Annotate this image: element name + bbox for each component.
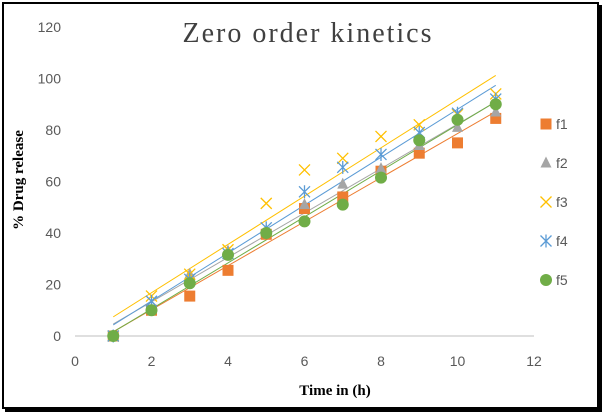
y-tick-label: 60 (45, 174, 61, 190)
point-f1 (490, 112, 502, 124)
point-f4 (375, 147, 387, 161)
point-f5 (222, 248, 234, 261)
point-f2 (299, 198, 310, 210)
point-f1 (222, 264, 234, 276)
point-f3 (336, 152, 349, 165)
x-tick-label: 2 (148, 353, 156, 369)
y-tick-label: 120 (38, 19, 62, 35)
point-f4 (336, 160, 349, 174)
y-tick-label: 0 (53, 328, 61, 344)
point-f5 (107, 330, 120, 342)
legend-label: f2 (556, 155, 568, 171)
point-f5 (298, 215, 311, 228)
x-axis-label: Time in (h) (299, 383, 370, 399)
point-f1 (337, 191, 349, 203)
x-tick-label: 0 (71, 353, 79, 369)
point-f3 (375, 130, 387, 143)
legend-label: f1 (556, 116, 568, 132)
point-f1 (184, 290, 196, 302)
legend-marker-f1 (540, 118, 552, 130)
y-tick-label: 20 (45, 277, 61, 293)
point-f2 (490, 105, 502, 117)
y-axis-label: % Drug release (11, 130, 27, 230)
legend-label: f5 (556, 272, 568, 288)
point-f3 (260, 197, 273, 210)
legend-label: f3 (556, 194, 568, 210)
point-f2 (375, 162, 387, 174)
legend-marker-f4 (540, 234, 552, 248)
x-tick-label: 8 (377, 353, 385, 369)
legend-marker-f5 (540, 274, 552, 286)
point-f5 (336, 198, 349, 211)
legend-marker-f2 (540, 156, 552, 168)
y-tick-label: 40 (45, 225, 61, 241)
point-f5 (145, 304, 158, 317)
x-tick-label: 6 (301, 353, 309, 369)
point-f5 (489, 98, 502, 111)
chart-title: Zero order kinetics (182, 18, 433, 49)
point-f1 (452, 137, 463, 149)
x-tick-label: 4 (224, 353, 232, 369)
x-tick-label: 10 (450, 353, 466, 369)
point-f5 (183, 277, 196, 290)
y-tick-label: 100 (38, 71, 62, 87)
point-f5 (451, 113, 464, 126)
y-tick-label: 80 (45, 122, 61, 138)
legend-label: f4 (556, 233, 568, 249)
point-f1 (413, 147, 425, 159)
point-f2 (452, 120, 463, 132)
point-f5 (375, 171, 387, 184)
legend-marker-f3 (540, 196, 552, 208)
point-f2 (337, 177, 349, 189)
x-tick-label: 12 (526, 353, 542, 369)
point-f4 (298, 185, 311, 199)
point-f3 (298, 163, 311, 176)
point-f5 (413, 134, 426, 147)
point-f5 (260, 227, 273, 239)
